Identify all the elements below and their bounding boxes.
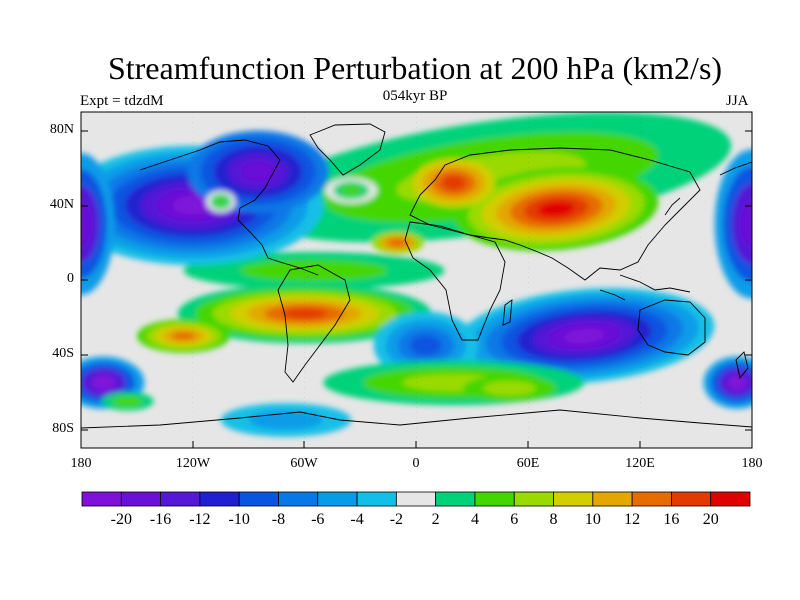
dateline-low-contour [740, 201, 752, 247]
colorbar-label: -10 [229, 511, 250, 528]
tropical-band-contour [240, 260, 388, 282]
x-tick-label: 60E [516, 456, 540, 471]
y-tick-label: 80N [49, 122, 74, 137]
colorbar-label: -4 [350, 511, 363, 528]
atlantic-minor-high-contour [340, 185, 362, 196]
pacific-minor-high-contour [214, 197, 227, 207]
x-tick-label: 120W [175, 456, 211, 471]
europe-high-contour [441, 175, 467, 191]
colorbar-swatch [592, 491, 633, 507]
colorbar-label: -2 [390, 511, 403, 528]
sepac-green-contour [112, 396, 143, 407]
colorbar-label: 10 [585, 511, 601, 528]
colorbar-label: -12 [189, 511, 210, 528]
x-tick-label: 0 [412, 456, 420, 471]
colorbar-swatch [120, 491, 161, 507]
colorbar-swatch [356, 491, 397, 507]
colorbar-label: 20 [703, 511, 719, 528]
spac-low-west-contour [90, 374, 116, 391]
colorbar-swatch [395, 491, 437, 507]
colorbar-label: 8 [550, 511, 558, 528]
streamfunction-field [81, 112, 752, 437]
plot-title: Streamfunction Perturbation at 200 hPa (… [107, 50, 723, 86]
colorbar-swatch [631, 491, 672, 507]
colorbar-label: 16 [663, 511, 679, 528]
sindian-high-contour [483, 380, 537, 396]
colorbar-label: -16 [150, 511, 171, 528]
colorbar-swatch [238, 491, 279, 507]
satl-low-contour [410, 335, 442, 356]
colorbar-label: 12 [624, 511, 640, 528]
graticule [192, 112, 641, 448]
colorbar-swatch [160, 491, 201, 507]
colorbar-label: 4 [471, 511, 479, 528]
colorbar-label: 6 [510, 511, 518, 528]
namerica-low-contour [240, 161, 276, 182]
period-label: 054kyr BP [382, 88, 448, 104]
season-label: JJA [726, 93, 749, 109]
sepac-high-contour [172, 331, 195, 341]
satl-high-contour [282, 308, 328, 319]
y-tick-label: 40N [49, 197, 74, 212]
colorbar-swatch [710, 491, 751, 507]
x-tick-label: 180 [741, 456, 763, 471]
colorbar: -20 -16 -12 -10 -8 -6 -4 -2 2 4 6 8 10 12 16 20 [81, 491, 751, 528]
x-tick-label: 120E [625, 456, 655, 471]
experiment-label: Expt = tdzdM [80, 93, 164, 109]
colorbar-swatch [81, 491, 122, 507]
asia-high-contour [538, 201, 575, 217]
colorbar-swatch [278, 491, 319, 507]
y-tick-label: 40S [52, 346, 74, 361]
npac-low-contour [172, 195, 214, 215]
colorbar-swatch [474, 491, 515, 507]
colorbar-swatch [553, 491, 594, 507]
colorbar-label: -6 [311, 511, 324, 528]
sahara-lobe-contour [387, 238, 409, 248]
x-tick-label: 60W [290, 456, 318, 471]
colorbar-swatch [671, 491, 712, 507]
spac-low-east-contour [726, 374, 748, 391]
colorbar-label: -20 [111, 511, 132, 528]
colorbar-swatch [199, 491, 240, 507]
dateline-low-w-contour [81, 202, 92, 246]
colorbar-swatch [435, 491, 476, 507]
sindian-low-contour [563, 328, 605, 344]
colorbar-swatch [317, 491, 358, 507]
x-axis-ticks [80, 441, 753, 448]
y-axis-ticks [81, 130, 752, 431]
x-tick-label: 180 [70, 456, 92, 471]
coastlines [81, 123, 752, 429]
y-tick-label: 0 [67, 271, 74, 286]
y-tick-label: 80S [52, 421, 74, 436]
colorbar-label: -8 [272, 511, 285, 528]
colorbar-swatch [513, 491, 554, 507]
colorbar-label: 2 [432, 511, 440, 528]
